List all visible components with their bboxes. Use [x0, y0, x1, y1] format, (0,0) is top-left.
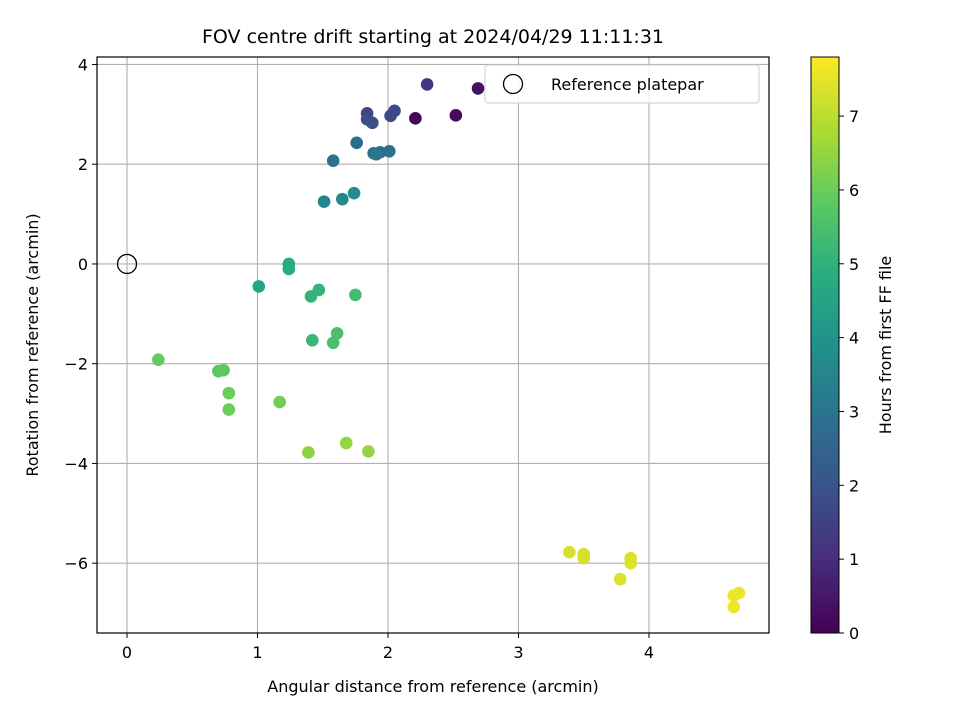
reference-marker [116, 253, 138, 275]
data-point [347, 186, 361, 200]
data-point [624, 556, 637, 570]
data-point [563, 545, 576, 559]
data-point [273, 395, 286, 409]
data-point [388, 104, 401, 118]
colorbar-tick-label: 7 [849, 107, 859, 126]
x-tick-label: 3 [513, 643, 523, 662]
data-point [222, 403, 236, 416]
y-tick-label: 0 [78, 255, 88, 274]
data-point [420, 78, 434, 91]
data-point [409, 112, 422, 125]
grid-lines [97, 57, 769, 633]
y-tick-label: 4 [78, 55, 88, 74]
legend-marker [502, 73, 524, 95]
x-axis-label: Angular distance from reference (arcmin) [267, 677, 598, 696]
y-tick-label: −2 [64, 355, 88, 374]
data-point [369, 147, 383, 161]
legend-label: Reference platepar [551, 75, 704, 94]
data-point [302, 446, 315, 459]
data-point [382, 144, 396, 158]
plot-frame [96, 56, 770, 634]
y-tick-label: 2 [78, 155, 88, 174]
colorbar: 0 1 2 3 4 5 6 7 Hours from first FF file [810, 56, 895, 643]
data-point [252, 280, 266, 293]
data-point [366, 116, 379, 130]
colorbar-label: Hours from first FF file [876, 256, 895, 435]
data-point [326, 154, 340, 168]
colorbar-tick-label: 0 [849, 624, 859, 643]
data-point [317, 195, 331, 208]
data-point [336, 192, 349, 206]
data-point [306, 333, 319, 347]
data-point [326, 336, 340, 350]
data-point [330, 326, 344, 340]
colorbar-tick-label: 6 [849, 181, 859, 200]
data-point [613, 572, 627, 586]
chart-title: FOV centre drift starting at 2024/04/29 … [202, 26, 664, 48]
colorbar-tick-label: 2 [849, 476, 859, 495]
colorbar-gradient [810, 56, 840, 634]
data-point [449, 109, 463, 122]
data-point [349, 288, 362, 302]
colorbar-ticks: 0 1 2 3 4 5 6 7 [839, 107, 859, 643]
colorbar-tick-label: 4 [849, 329, 859, 348]
x-tick-label: 2 [383, 643, 393, 662]
y-tick-label: −6 [64, 554, 88, 573]
legend-box [484, 64, 760, 104]
data-point [732, 586, 746, 600]
data-point [312, 283, 326, 297]
y-axis-ticks: −6 −4 −2 0 2 4 [64, 55, 97, 573]
data-point [577, 551, 591, 565]
data-point [471, 82, 485, 95]
data-point [727, 600, 741, 614]
x-tick-label: 4 [644, 643, 654, 662]
colorbar-tick-label: 3 [849, 402, 859, 421]
data-points [152, 78, 746, 614]
legend: Reference platepar [484, 64, 760, 104]
x-tick-label: 0 [122, 643, 132, 662]
colorbar-tick-label: 5 [849, 255, 859, 274]
data-point [282, 262, 296, 276]
data-point [339, 436, 353, 450]
data-point [362, 445, 375, 458]
y-tick-label: −4 [64, 454, 88, 473]
data-point [350, 136, 363, 150]
data-point [222, 386, 236, 400]
colorbar-tick-label: 1 [849, 550, 859, 569]
y-axis-label: Rotation from reference (arcmin) [23, 213, 42, 476]
reference-point [116, 253, 138, 275]
data-point [152, 353, 165, 367]
x-tick-label: 1 [252, 643, 262, 662]
data-point [217, 363, 230, 377]
x-axis-ticks: 0 1 2 3 4 [122, 633, 654, 662]
